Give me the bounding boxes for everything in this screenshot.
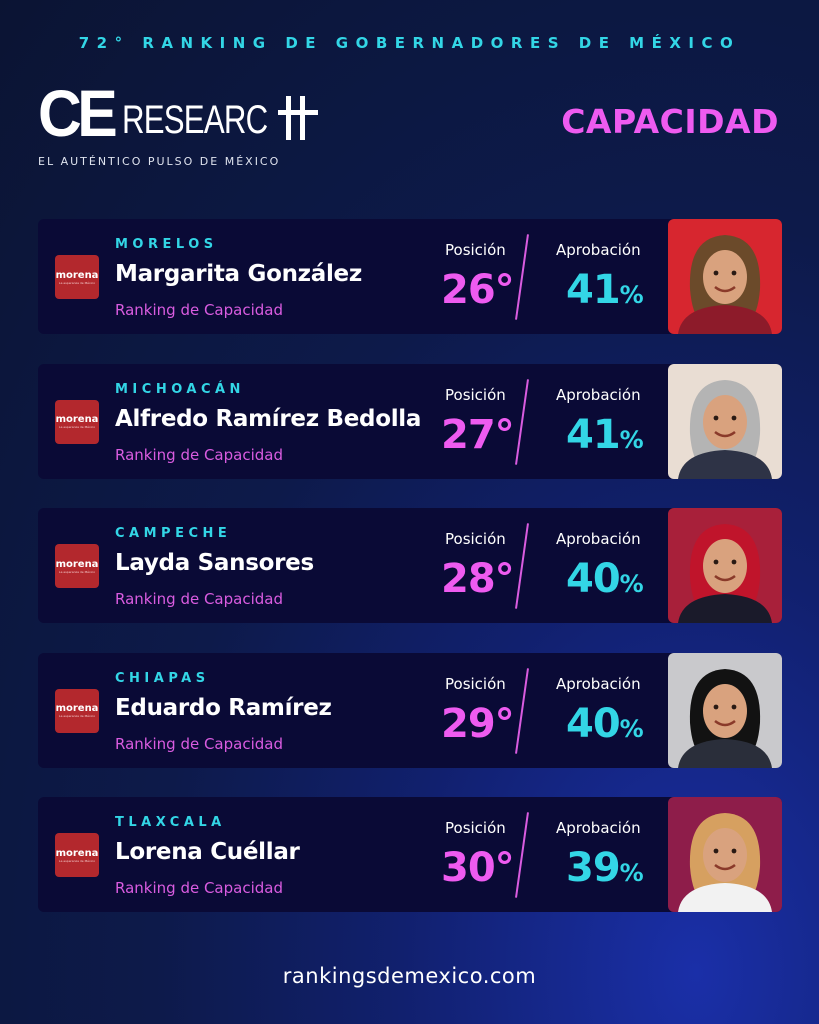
governor-card-5: morena La esperanza de México TLAXCALA L… (38, 797, 782, 912)
party-name: morena (55, 269, 99, 281)
position-value: 27° (441, 411, 515, 458)
governor-photo (668, 797, 782, 912)
party-name: morena (55, 558, 99, 570)
position-value: 29° (441, 700, 515, 747)
logo-ce-text: CE (38, 76, 118, 150)
governor-card-2: morena La esperanza de México MICHOACÁN … (38, 363, 782, 479)
category-title: CAPACIDAD (561, 102, 779, 141)
approval-value: 40% (566, 556, 644, 602)
approval-number: 40 (566, 700, 621, 747)
position-label: Posición (445, 241, 506, 259)
ranking-label: Ranking de Capacidad (115, 301, 283, 319)
governor-photo (668, 363, 782, 479)
percent-sign: % (619, 714, 644, 743)
divider (515, 523, 529, 609)
approval-number: 41 (566, 267, 621, 313)
governor-name: Layda Sansores (115, 550, 314, 576)
divider (515, 378, 529, 465)
approval-number: 39 (566, 845, 621, 891)
governor-name: Lorena Cuéllar (115, 839, 300, 865)
position-label: Posición (445, 385, 506, 404)
morena-logo: morena La esperanza de México (55, 255, 99, 299)
morena-logo: morena La esperanza de México (55, 399, 99, 444)
woman-portrait-icon (668, 219, 782, 334)
state-name: TLAXCALA (115, 815, 226, 830)
morena-logo: morena La esperanza de México (55, 833, 99, 877)
divider (515, 234, 529, 320)
governor-name: Eduardo Ramírez (115, 694, 332, 721)
state-name: CAMPECHE (115, 526, 232, 541)
man-portrait-icon (668, 363, 782, 479)
approval-label: Aprobación (556, 674, 641, 693)
party-subtitle: La esperanza de México (58, 714, 96, 718)
position-value: 28° (441, 556, 515, 602)
logo-research-text: RESEARC (121, 98, 268, 142)
governor-name: Margarita González (115, 261, 362, 287)
percent-sign: % (619, 570, 644, 598)
approval-number: 40 (566, 556, 621, 602)
position-label: Posición (445, 819, 506, 837)
ranking-label: Ranking de Capacidad (115, 734, 283, 753)
ranking-banner: 72° RANKING DE GOBERNADORES DE MÉXICO (78, 34, 741, 52)
ranking-label: Ranking de Capacidad (115, 445, 283, 464)
party-subtitle: La esperanza de México (58, 858, 96, 863)
governor-card-4: morena La esperanza de México CHIAPAS Ed… (38, 652, 782, 768)
woman-portrait-icon (668, 797, 782, 912)
ce-research-logo: CE RESEARC EL AUTÉNTICO PULSO DE MÉXICO (38, 76, 338, 172)
party-name: morena (55, 847, 99, 859)
ranking-label: Ranking de Capacidad (115, 590, 283, 608)
morena-logo: morena La esperanza de México (55, 544, 99, 588)
approval-label: Aprobación (556, 530, 641, 548)
percent-sign: % (619, 281, 644, 309)
approval-label: Aprobación (556, 385, 641, 404)
state-name: CHIAPAS (115, 670, 210, 686)
governor-name: Alfredo Ramírez Bedolla (115, 405, 422, 432)
approval-number: 41 (566, 411, 621, 458)
position-label: Posición (445, 530, 506, 548)
approval-value: 41% (566, 267, 644, 313)
party-name: morena (55, 703, 99, 714)
divider (515, 812, 529, 898)
governor-photo (668, 508, 782, 623)
approval-label: Aprobación (556, 241, 641, 259)
party-subtitle: La esperanza de México (58, 280, 96, 285)
divider (515, 667, 529, 754)
governor-list: morena La esperanza de México MORELOS Ma… (38, 219, 782, 942)
approval-label: Aprobación (556, 819, 641, 837)
governor-card-3: morena La esperanza de México CAMPECHE L… (38, 508, 782, 623)
position-label: Posición (445, 674, 506, 693)
state-name: MORELOS (115, 237, 218, 252)
man-portrait-icon (668, 652, 782, 768)
governor-photo (668, 652, 782, 768)
governor-card-1: morena La esperanza de México MORELOS Ma… (38, 219, 782, 334)
party-name: morena (55, 414, 99, 425)
woman-portrait-icon (668, 508, 782, 623)
logo-tagline: EL AUTÉNTICO PULSO DE MÉXICO (38, 155, 281, 168)
position-value: 26° (441, 267, 515, 313)
logo-hash-icon (278, 96, 319, 140)
party-subtitle: La esperanza de México (58, 569, 96, 574)
position-value: 30° (441, 845, 515, 891)
state-name: MICHOACÁN (115, 381, 245, 397)
approval-value: 40% (566, 700, 644, 747)
percent-sign: % (619, 859, 644, 887)
percent-sign: % (619, 425, 644, 454)
party-subtitle: La esperanza de México (58, 425, 96, 429)
approval-value: 41% (566, 411, 644, 458)
approval-value: 39% (566, 845, 644, 891)
ranking-label: Ranking de Capacidad (115, 879, 283, 897)
governor-photo (668, 219, 782, 334)
morena-logo: morena La esperanza de México (55, 688, 99, 733)
footer-url[interactable]: rankingsdemexico.com (282, 964, 537, 988)
